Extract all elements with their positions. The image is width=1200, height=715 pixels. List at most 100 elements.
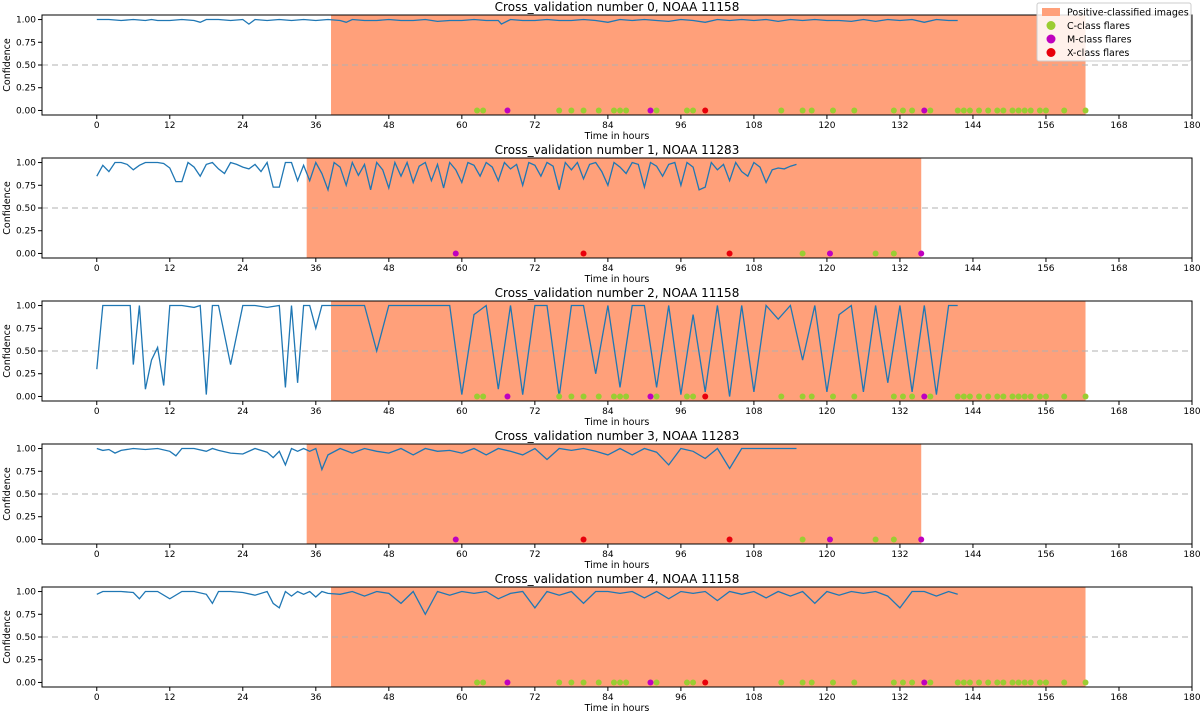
subplot-title-3: Cross_validation number 3, NOAA 11283: [495, 429, 740, 443]
legend: Positive-classified images C-class flares…: [1036, 2, 1192, 62]
x-axis-label-4: Time in hours: [584, 703, 650, 714]
m-class-flare-3-2: [918, 536, 925, 543]
legend-label-m: M-class flares: [1067, 35, 1132, 46]
c-class-flare-4-16: [851, 679, 858, 686]
y-tick-label-1-2: 0.50: [16, 204, 36, 214]
c-class-flare-2-13: [799, 393, 806, 400]
x-tick-label-3-7: 84: [602, 550, 614, 560]
c-class-flare-1-2: [890, 250, 897, 257]
legend-swatch-m-class: [1046, 34, 1056, 44]
x-tick-label-1-6: 72: [529, 264, 540, 274]
x-tick-label-1-3: 36: [310, 264, 322, 274]
m-class-flare-2-2: [921, 393, 928, 400]
c-class-flare-0-23: [966, 107, 973, 114]
x-tick-label-1-15: 180: [1183, 264, 1200, 274]
x-tick-label-2-9: 108: [745, 407, 762, 417]
x-tick-label-1-11: 132: [891, 264, 908, 274]
y-tick-label-0-1: 0.25: [16, 84, 36, 94]
x-tick-label-3-13: 156: [1037, 550, 1054, 560]
x-tick-label-4-10: 120: [818, 693, 835, 703]
m-class-flare-0-2: [921, 107, 928, 114]
x-tick-label-2-7: 84: [602, 407, 614, 417]
c-class-flare-4-11: [690, 679, 697, 686]
x-tick-label-2-0: 0: [94, 407, 100, 417]
flare-markers-2: [474, 393, 1089, 400]
x-tick-label-1-14: 168: [1110, 264, 1127, 274]
x-class-flare-3-1: [726, 536, 733, 543]
c-class-flare-0-3: [568, 107, 575, 114]
x-tick-label-2-11: 132: [891, 407, 908, 417]
x-axis-label-0: Time in hours: [584, 131, 650, 142]
legend-box: [1036, 2, 1192, 62]
c-class-flare-0-8: [623, 107, 630, 114]
x-tick-label-0-6: 72: [529, 121, 540, 131]
y-axis-label-1: Confidence: [2, 181, 13, 235]
c-class-flare-2-1: [480, 393, 487, 400]
y-tick-label-4-0: 0.00: [16, 678, 36, 688]
y-tick-label-2-1: 0.25: [16, 370, 36, 380]
m-class-flare-0-0: [504, 107, 511, 114]
c-class-flare-0-27: [1000, 107, 1007, 114]
c-class-flare-4-15: [830, 679, 837, 686]
c-class-flare-2-24: [976, 393, 983, 400]
c-class-flare-4-32: [1036, 679, 1043, 686]
c-class-flare-2-3: [568, 393, 575, 400]
x-tick-label-4-15: 180: [1183, 693, 1200, 703]
subplot-0: 0 12 24 36 48 60 72 84 96 108 120 132 144 156 168 180 0.…: [2, 0, 1200, 142]
c-class-flare-4-34: [1061, 679, 1068, 686]
c-class-flare-2-23: [966, 393, 973, 400]
c-class-flare-0-17: [890, 107, 897, 114]
x-tick-label-4-0: 0: [94, 693, 100, 703]
c-class-flare-2-19: [909, 393, 916, 400]
c-class-flare-0-14: [808, 107, 815, 114]
flare-markers-0: [474, 107, 1089, 114]
y-axis-label-4: Confidence: [2, 610, 13, 664]
c-class-flare-2-27: [1000, 393, 1007, 400]
c-class-flare-4-33: [1042, 679, 1049, 686]
y-tick-label-4-2: 0.50: [16, 633, 36, 643]
confidence-line-0: [96, 18, 958, 25]
x-tick-label-0-7: 84: [602, 121, 614, 131]
x-axis-label-1: Time in hours: [584, 274, 650, 285]
c-class-flare-2-17: [890, 393, 897, 400]
x-tick-label-0-11: 132: [891, 121, 908, 131]
c-class-flare-2-2: [556, 393, 563, 400]
x-tick-label-4-1: 12: [164, 693, 175, 703]
x-tick-label-3-9: 108: [745, 550, 762, 560]
c-class-flare-0-31: [1027, 107, 1034, 114]
c-class-flare-0-28: [1009, 107, 1016, 114]
c-class-flare-2-8: [623, 393, 630, 400]
m-class-flare-3-0: [452, 536, 459, 543]
confidence-line-4: [96, 590, 958, 616]
x-tick-label-1-5: 60: [456, 264, 468, 274]
c-class-flare-4-21: [954, 679, 961, 686]
subplot-title-2: Cross_validation number 2, NOAA 11158: [495, 286, 740, 300]
y-tick-label-2-4: 1.00: [16, 302, 36, 312]
c-class-flare-4-14: [808, 679, 815, 686]
c-class-flare-4-9: [653, 679, 660, 686]
x-tick-label-3-11: 132: [891, 550, 908, 560]
c-class-flare-0-21: [954, 107, 961, 114]
c-class-flare-4-19: [909, 679, 916, 686]
x-tick-label-0-0: 0: [94, 121, 100, 131]
c-class-flare-4-31: [1027, 679, 1034, 686]
x-tick-label-1-2: 24: [237, 264, 249, 274]
x-tick-label-4-9: 108: [745, 693, 762, 703]
subplot-title-4: Cross_validation number 4, NOAA 11158: [495, 572, 740, 586]
c-class-flare-2-7: [617, 393, 624, 400]
x-tick-label-1-12: 144: [964, 264, 981, 274]
c-class-flare-2-14: [808, 393, 815, 400]
x-tick-label-0-9: 108: [745, 121, 762, 131]
x-tick-label-3-0: 0: [94, 550, 100, 560]
x-tick-label-4-7: 84: [602, 693, 614, 703]
c-class-flare-2-18: [899, 393, 906, 400]
x-tick-label-0-8: 96: [675, 121, 687, 131]
y-tick-label-3-1: 0.25: [16, 513, 36, 523]
x-tick-label-1-13: 156: [1037, 264, 1054, 274]
c-class-flare-2-28: [1009, 393, 1016, 400]
x-tick-label-3-6: 72: [529, 550, 540, 560]
y-tick-label-3-3: 0.75: [16, 467, 36, 477]
c-class-flare-2-20: [927, 393, 934, 400]
x-tick-label-3-5: 60: [456, 550, 468, 560]
